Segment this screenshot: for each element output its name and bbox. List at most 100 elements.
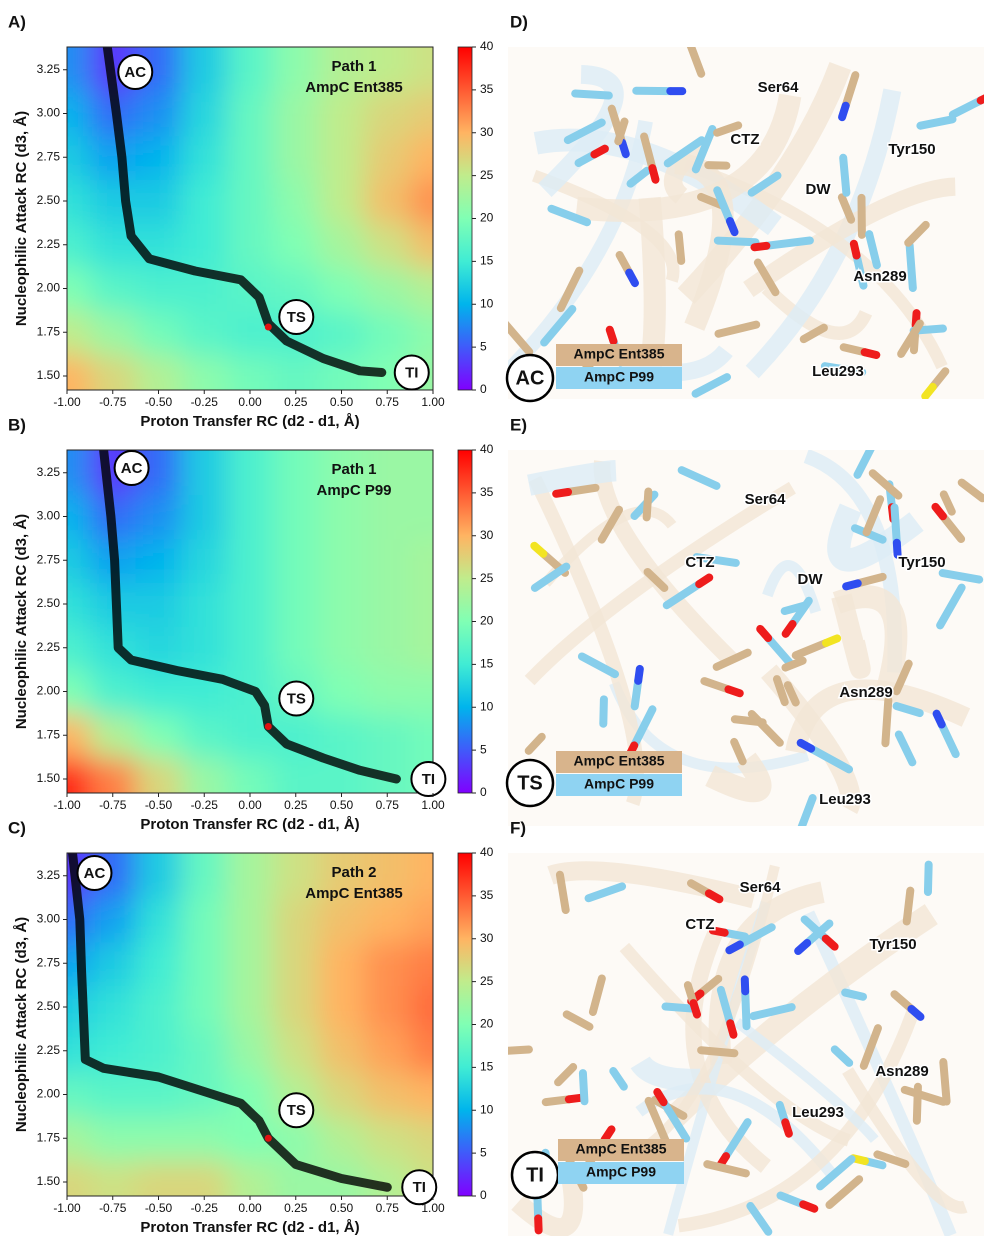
heat-cell — [364, 985, 411, 1030]
heat-cell — [227, 223, 274, 268]
x-tick-label: 0.00 — [238, 395, 262, 409]
y-axis-title: Nucleophilic Attack RC (d3, Å) — [13, 514, 30, 729]
heat-cell — [273, 1029, 320, 1074]
heat-cell — [319, 1029, 366, 1074]
heat-cell — [364, 179, 411, 224]
heat-cell — [364, 626, 411, 671]
atom-bond — [657, 1092, 663, 1102]
colorbar — [458, 853, 472, 1196]
heat-cell — [319, 267, 366, 312]
ts-point — [265, 723, 272, 730]
residue-label: CTZ — [730, 131, 759, 148]
colorbar-tick-label: 25 — [480, 974, 494, 988]
heat-cell — [410, 713, 503, 758]
x-axis-title: Proton Transfer RC (d2 - d1, Å) — [140, 1219, 359, 1236]
y-tick-label: 1.50 — [37, 771, 61, 785]
heat-cell — [90, 1116, 137, 1161]
residue-label: Tyr150 — [869, 936, 916, 953]
heat-cell — [136, 985, 183, 1030]
colorbar-tick-label: 15 — [480, 254, 494, 268]
structure-view — [494, 24, 984, 399]
x-tick-label: 1.00 — [421, 1201, 445, 1215]
atom-bond — [699, 578, 709, 585]
y-tick-label: 2.75 — [37, 149, 61, 163]
x-axis-title: Proton Transfer RC (d2 - d1, Å) — [140, 413, 359, 430]
y-axis-title: Nucleophilic Attack RC (d3, Å) — [13, 917, 30, 1132]
colorbar-tick-label: 25 — [480, 571, 494, 585]
x-tick-label: -0.50 — [145, 798, 173, 812]
residue-label: Tyr150 — [898, 554, 945, 571]
y-tick-label: 2.50 — [37, 596, 61, 610]
heat-cell — [227, 4, 274, 93]
atom-bond — [937, 714, 942, 725]
bond — [943, 1062, 946, 1101]
heat-cell — [227, 898, 274, 943]
bond — [845, 993, 863, 997]
atom-bond — [622, 143, 626, 154]
panel-label: F) — [510, 818, 526, 837]
bond — [843, 158, 846, 193]
atom-bond — [556, 492, 568, 494]
colorbar-tick-label: 0 — [480, 1188, 487, 1202]
heat-cell — [227, 582, 274, 627]
colorbar-tick-label: 35 — [480, 82, 494, 96]
x-tick-label: -0.25 — [191, 395, 219, 409]
heat-cell — [90, 1073, 137, 1118]
x-tick-label: 1.00 — [421, 395, 445, 409]
colorbar-tick-label: 0 — [480, 785, 487, 799]
bond — [745, 991, 746, 1026]
heat-cell — [319, 223, 366, 268]
heat-cell — [136, 941, 183, 986]
colorbar-tick-label: 40 — [480, 442, 494, 456]
heat-cell — [136, 898, 183, 943]
x-tick-label: 0.75 — [376, 395, 400, 409]
atom-bond — [638, 669, 640, 681]
heat-cell — [227, 495, 274, 540]
heat-cell — [136, 92, 183, 137]
residue-label: Asn289 — [875, 1063, 928, 1080]
bond — [885, 700, 888, 743]
state-label: TS — [287, 309, 306, 326]
colorbar-tick-label: 20 — [480, 614, 494, 628]
heat-cell — [227, 538, 274, 583]
heat-cell — [181, 985, 228, 1030]
heat-cell — [319, 135, 366, 180]
heat-cell — [90, 267, 137, 312]
x-tick-label: -1.00 — [53, 1201, 81, 1215]
legend-label: AmpC P99 — [584, 369, 654, 385]
heat-cell — [136, 1029, 183, 1074]
colorbar-tick-label: 35 — [480, 888, 494, 902]
y-tick-label: 1.75 — [37, 324, 61, 338]
heat-cell — [273, 135, 320, 180]
figure: A)Path 1AmpC Ent385ACTSTI-1.00-0.75-0.50… — [0, 0, 984, 1236]
heat-cell — [181, 713, 228, 758]
legend-label: AmpC Ent385 — [575, 1141, 666, 1157]
atom-bond — [842, 106, 846, 117]
x-tick-label: 0.75 — [376, 1201, 400, 1215]
heat-cell — [136, 267, 183, 312]
y-tick-label: 1.50 — [37, 1174, 61, 1188]
heat-cell — [181, 582, 228, 627]
residue-label: DW — [806, 181, 832, 198]
heat-cell — [0, 1160, 91, 1236]
bond — [501, 1049, 529, 1051]
atom-bond — [713, 930, 725, 932]
colorbar-tick-label: 30 — [480, 528, 494, 542]
atom-bond — [489, 1051, 501, 1052]
atom-bond — [846, 583, 858, 586]
x-tick-label: -1.00 — [53, 395, 81, 409]
heat-cell — [136, 582, 183, 627]
x-tick-label: 0.25 — [284, 798, 308, 812]
y-tick-label: 3.25 — [37, 62, 61, 76]
legend-label: AmpC P99 — [584, 776, 654, 792]
heat-cell — [181, 1116, 228, 1161]
colorbar-tick-label: 35 — [480, 485, 494, 499]
bond — [583, 1073, 585, 1101]
heat-cell — [319, 1116, 366, 1161]
heat-cell — [319, 582, 366, 627]
x-tick-label: 0.75 — [376, 798, 400, 812]
heat-cell — [136, 135, 183, 180]
ts-point — [265, 324, 272, 331]
x-tick-label: 0.25 — [284, 395, 308, 409]
colorbar — [458, 47, 472, 390]
